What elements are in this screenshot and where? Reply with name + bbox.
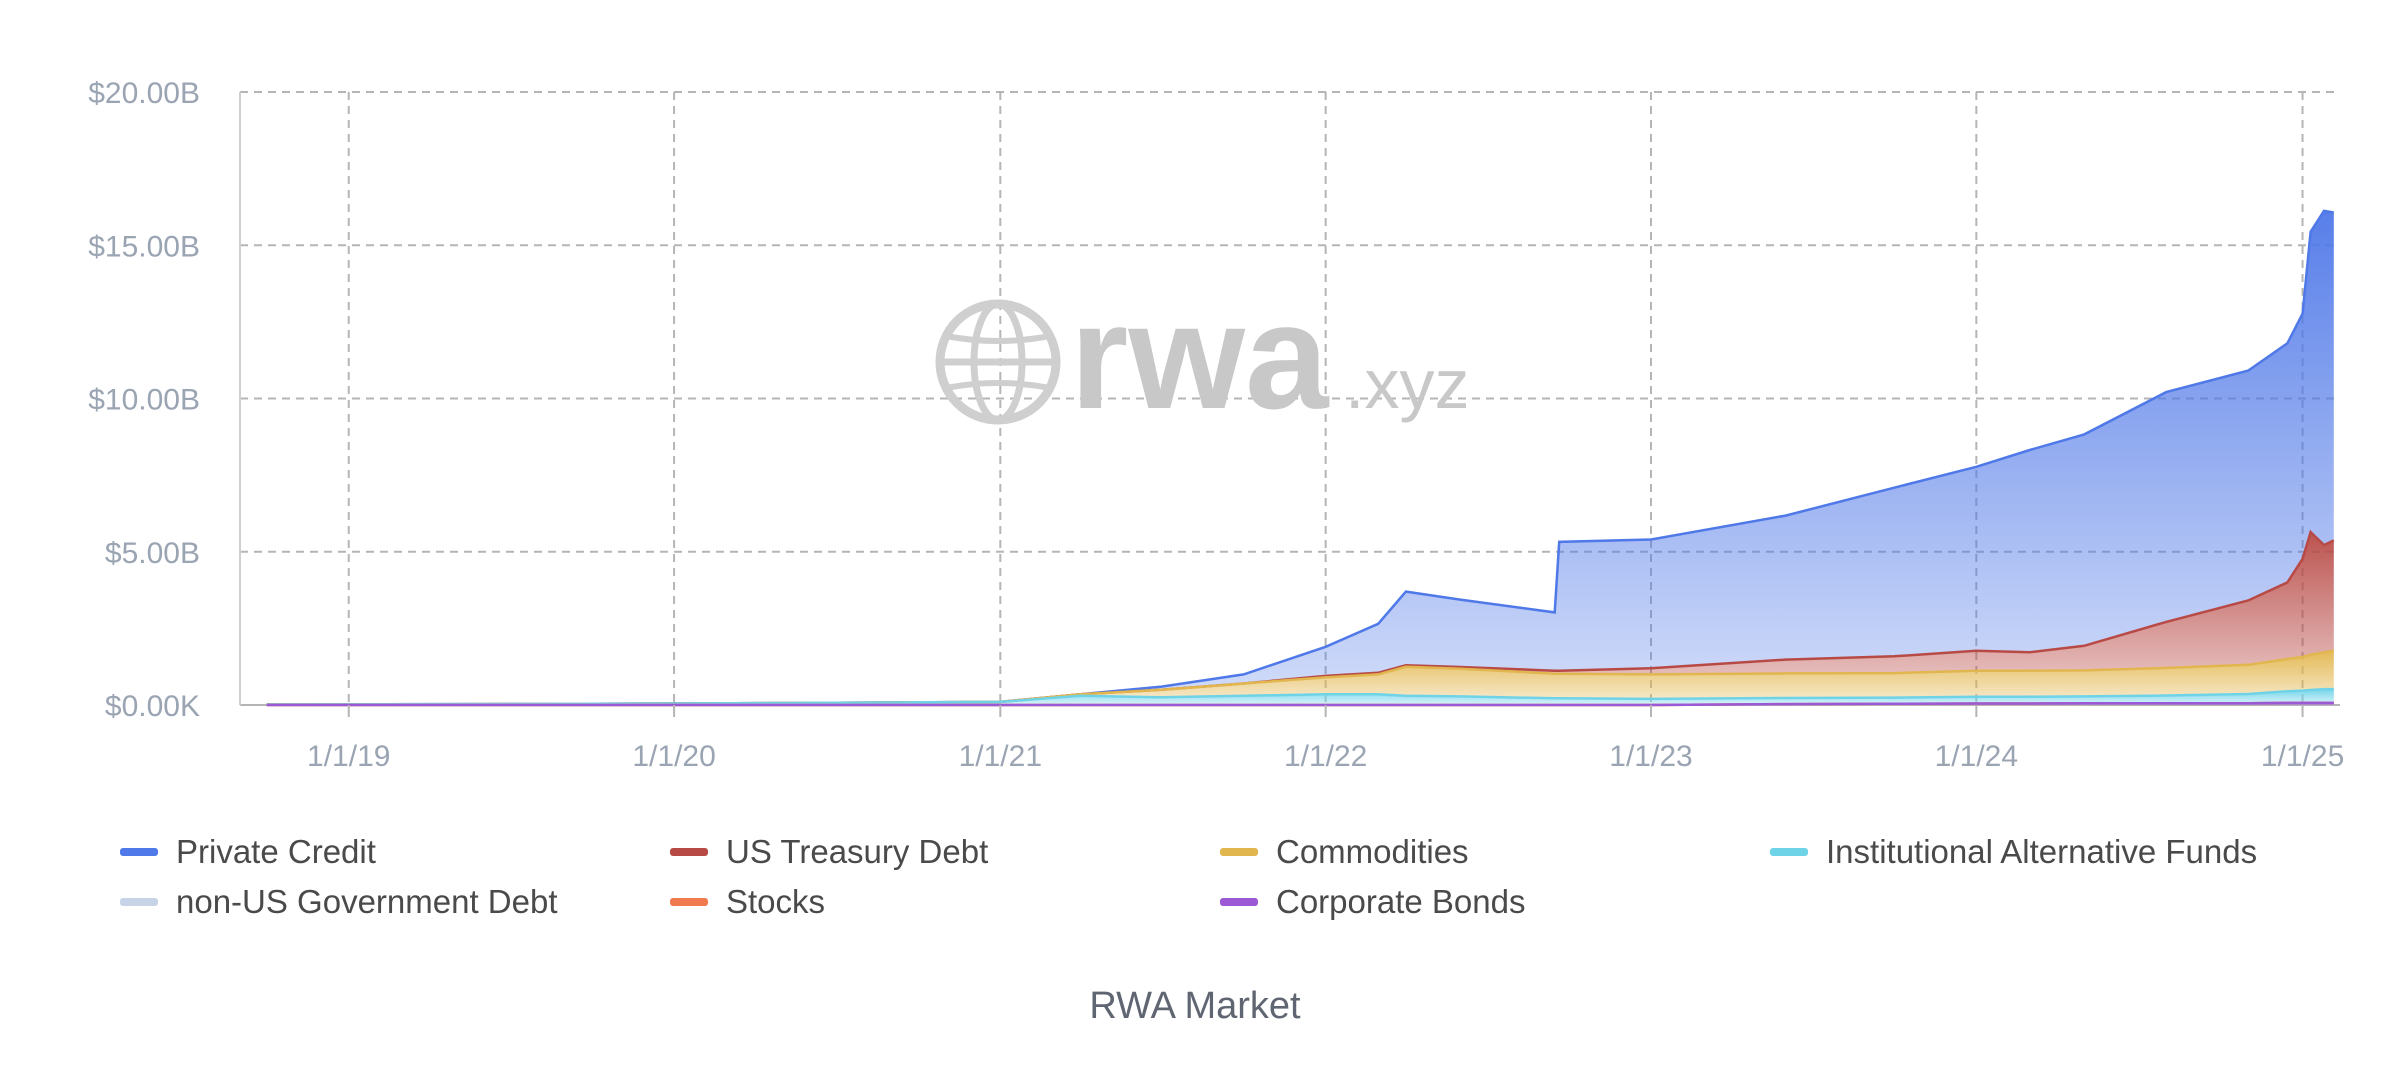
y-tick-label: $20.00B: [88, 77, 200, 110]
legend-swatch: [670, 898, 708, 906]
watermark-brand: rwa: [1070, 272, 1330, 440]
stacked-areas: [266, 209, 2335, 707]
x-tick-label: 1/1/20: [632, 740, 715, 773]
y-tick-label: $0.00K: [105, 690, 200, 723]
legend-swatch: [120, 848, 158, 856]
legend-swatch: [1220, 898, 1258, 906]
watermark-suffix: .xyz: [1345, 345, 1469, 423]
axes: $0.00K $5.00B $10.00B $15.00B $20.00B 1/1/19 1…: [88, 77, 2344, 773]
legend-label: non-US Government Debt: [176, 883, 558, 920]
rwa-market-chart: rwa .xyz $0.00K $5.00B $10.00B $15.00B $20.0…: [88, 77, 2344, 773]
area-institutional-alternative-funds: [266, 689, 2334, 705]
x-tick-label: 1/1/24: [1935, 740, 2018, 773]
x-tick-label: 1/1/21: [959, 740, 1042, 773]
legend-label: Corporate Bonds: [1276, 883, 1526, 920]
legend-label: Stocks: [726, 883, 826, 920]
legend-swatch: [670, 848, 708, 856]
y-tick-label: $15.00B: [88, 230, 200, 263]
line-corporate-bonds: [266, 701, 2334, 707]
legend-swatch: [1220, 848, 1258, 856]
line-institutional-alternative-funds: [266, 687, 2334, 706]
legend-item[interactable]: Private Credit: [120, 830, 376, 874]
legend-item[interactable]: Corporate Bonds: [1220, 880, 1525, 924]
globe-icon: [935, 299, 1061, 425]
legend-item[interactable]: Commodities: [1220, 830, 1469, 874]
legend-label: Private Credit: [176, 833, 376, 870]
y-tick-label: $10.00B: [88, 384, 200, 417]
chart-caption: RWA Market: [1089, 985, 1301, 1027]
legend-swatch: [120, 898, 158, 906]
legend-item[interactable]: US Treasury Debt: [670, 830, 988, 874]
x-tick-label: 1/1/19: [307, 740, 390, 773]
legend-item[interactable]: non-US Government Debt: [120, 880, 558, 924]
legend-swatch: [1770, 848, 1808, 856]
legend-label: US Treasury Debt: [726, 833, 989, 870]
x-tick-label: 1/1/22: [1284, 740, 1367, 773]
legend-label: Commodities: [1276, 833, 1469, 870]
legend-item[interactable]: Stocks: [670, 880, 825, 924]
area-us-treasury-debt: [266, 532, 2334, 705]
y-tick-label: $5.00B: [105, 537, 200, 570]
area-private-credit: [266, 210, 2334, 705]
x-tick-label: 1/1/23: [1609, 740, 1692, 773]
grid: [239, 91, 2340, 706]
legend-label: Institutional Alternative Funds: [1826, 833, 2258, 870]
legend-item[interactable]: Institutional Alternative Funds: [1770, 830, 2257, 874]
watermark: rwa .xyz: [935, 272, 1469, 440]
area-commodities: [266, 650, 2334, 705]
x-tick-label: 1/1/25: [2261, 740, 2344, 773]
